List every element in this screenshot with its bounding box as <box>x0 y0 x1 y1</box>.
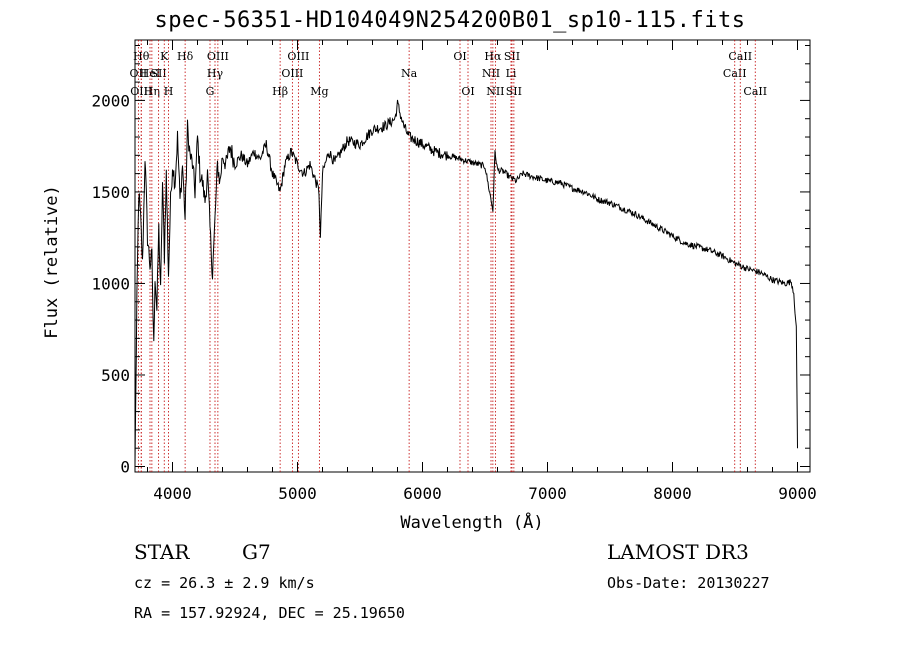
line-label-3: HeI <box>140 67 160 80</box>
object-class: STAR <box>134 540 190 564</box>
y-tick-label-1: 500 <box>101 366 130 385</box>
line-label-26: CaII <box>728 50 752 63</box>
line-label-1: Hθ <box>133 50 150 63</box>
survey-name: LAMOST DR3 <box>607 540 749 564</box>
obs-date: Obs-Date: 20130227 <box>607 574 770 592</box>
line-label-4: Hη <box>144 85 160 98</box>
chart-title: spec-56351-HD104049N254200B01_sp10-115.f… <box>154 8 746 33</box>
line-label-14: OIII <box>287 50 309 63</box>
x-tick-label-5: 9000 <box>778 484 817 503</box>
y-axis: 0 500 1000 1500 2000 <box>91 44 810 477</box>
y-tick-label-0: 0 <box>120 458 130 477</box>
line-label-24: SII <box>506 85 522 98</box>
x-tick-label-3: 7000 <box>528 484 567 503</box>
line-label-20: Hα <box>484 50 502 63</box>
y-tick-label-3: 1500 <box>91 183 130 202</box>
x-axis-label: Wavelength (Å) <box>400 511 543 533</box>
x-tick-label-1: 5000 <box>278 484 317 503</box>
line-label-18: OI <box>461 85 474 98</box>
line-label-12: Hβ <box>272 85 288 98</box>
line-label-7: H <box>164 85 174 98</box>
line-label-21: NII <box>486 85 504 98</box>
line-label-5: SII <box>151 67 167 80</box>
y-tick-label-2: 1000 <box>91 274 130 293</box>
x-tick-label-2: 6000 <box>403 484 442 503</box>
x-tick-label-0: 4000 <box>153 484 192 503</box>
line-label-9: G <box>206 85 215 98</box>
line-label-25: CaII <box>723 67 747 80</box>
line-label-6: K <box>160 50 169 63</box>
line-label-0: OII <box>130 67 148 80</box>
line-label-8: Hδ <box>177 50 194 63</box>
line-label-16: Na <box>401 67 418 80</box>
spectrum-line <box>134 99 798 465</box>
y-tick-label-4: 2000 <box>91 91 130 110</box>
line-label-19: NII <box>482 67 500 80</box>
line-label-22: Li <box>506 67 517 80</box>
plot-frame <box>134 39 811 473</box>
redshift-text: cz = 26.3 ± 2.9 km/s <box>134 574 315 592</box>
line-label-27: CaII <box>743 85 767 98</box>
y-axis-label: Flux (relative) <box>42 185 62 339</box>
coordinates: RA = 157.92924, DEC = 25.19650 <box>134 604 405 622</box>
line-label-11: OIII <box>207 50 229 63</box>
line-label-15: Mg <box>310 85 328 98</box>
spectral-subclass: G7 <box>242 540 271 564</box>
emission-lines: OII Hθ OIII HeI Hη SII K H Hδ G Hγ OIII Hβ OIII OIII Mg… <box>130 40 767 472</box>
line-label-17: OI <box>453 50 466 63</box>
x-axis: 4000 5000 6000 7000 8000 9000 <box>147 40 817 503</box>
line-label-13: OIII <box>281 67 303 80</box>
x-tick-label-4: 8000 <box>653 484 692 503</box>
line-label-23: SII <box>504 50 520 63</box>
line-label-10: Hγ <box>207 67 224 80</box>
line-label-2: OIII <box>130 85 152 98</box>
